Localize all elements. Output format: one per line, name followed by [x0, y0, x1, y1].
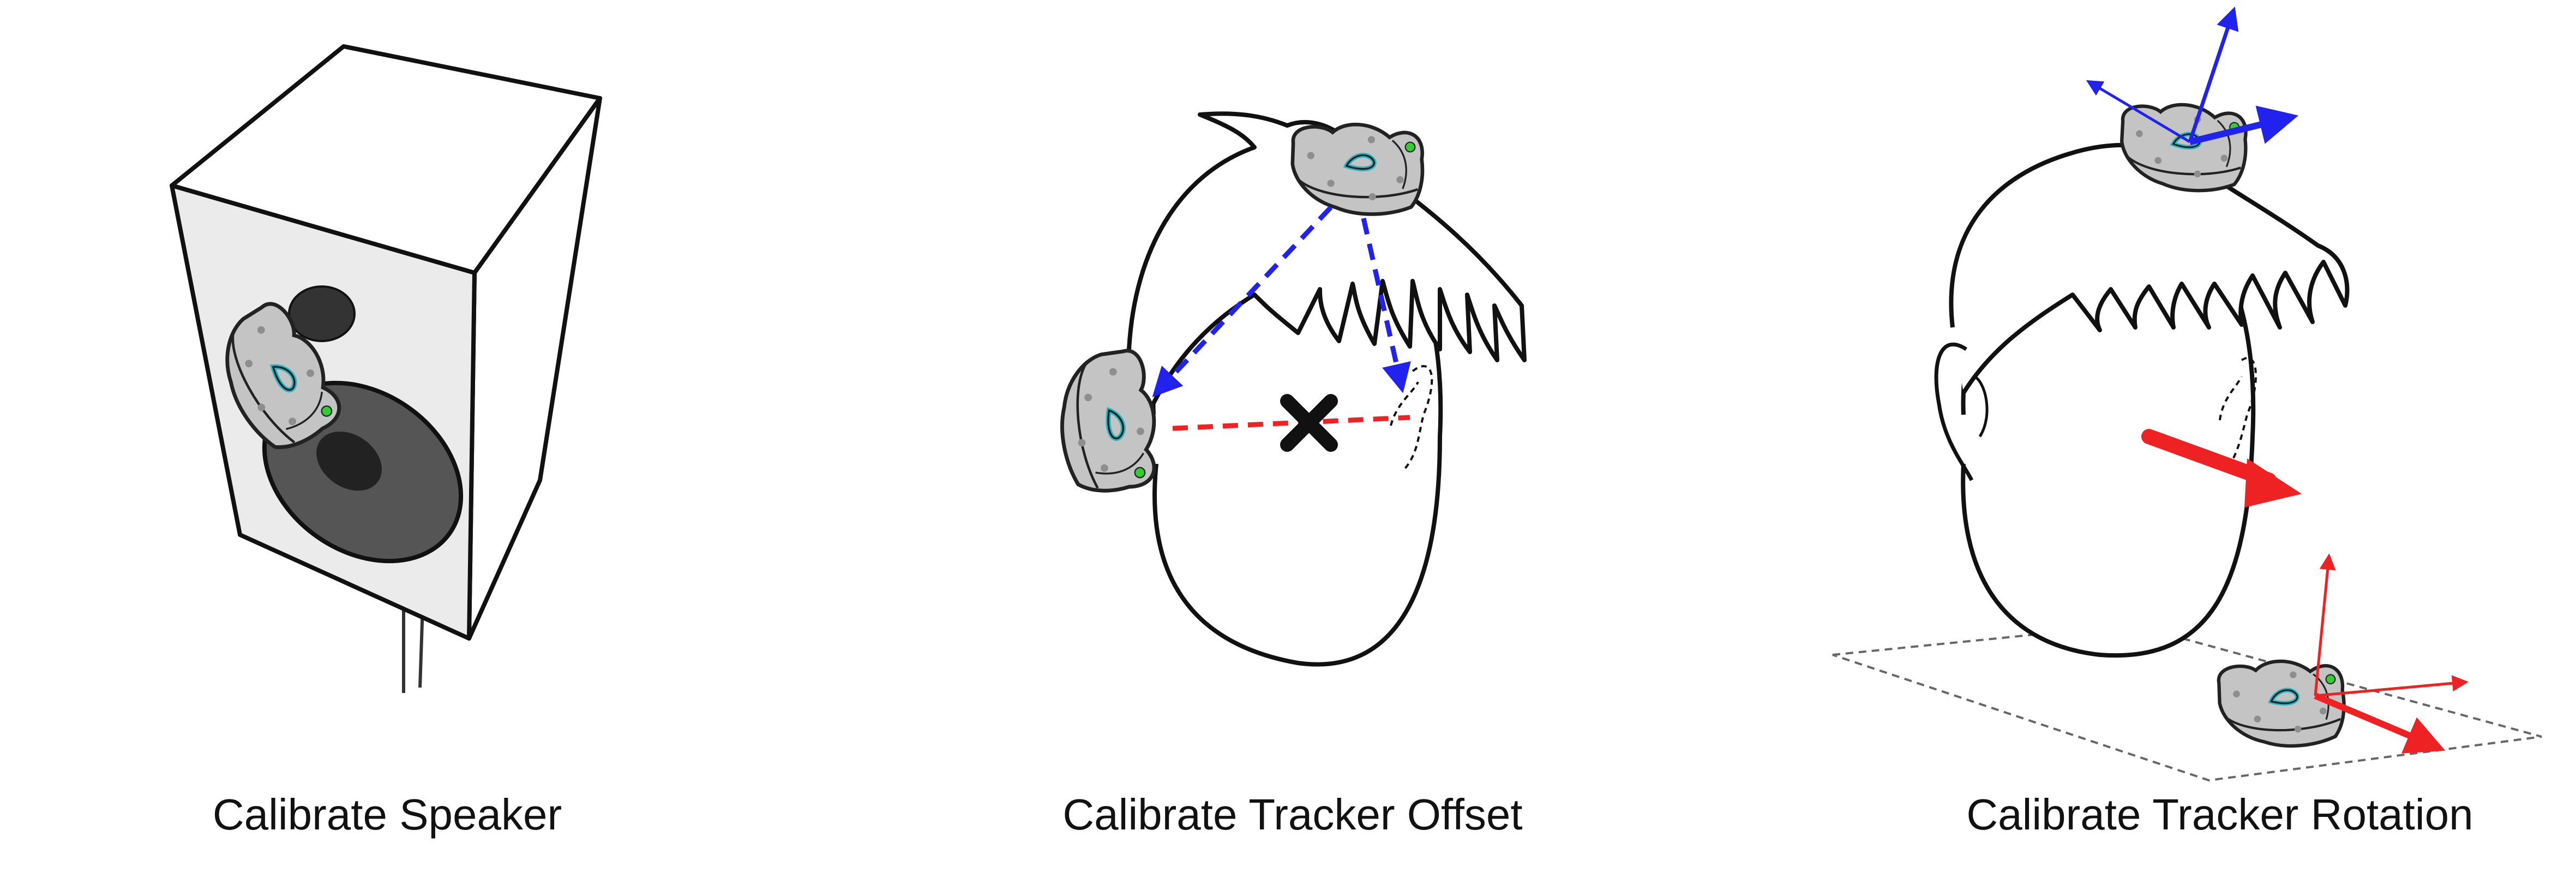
speaker-panel — [170, 44, 602, 693]
top-axis-arrows-icon — [2086, 7, 2298, 145]
floor-plane — [1832, 623, 2542, 782]
tracker-offset-panel — [1052, 111, 1527, 667]
offset-arrows — [1152, 205, 1411, 397]
caption-calibrate-speaker: Calibrate Speaker — [212, 790, 562, 839]
tracker-rotation-panel — [1832, 7, 2542, 782]
caption-calibrate-tracker-rotation: Calibrate Tracker Rotation — [1966, 790, 2473, 839]
head-direction-arrow — [2141, 429, 2302, 507]
error-line — [1172, 415, 1410, 431]
error-x-mark-icon — [1280, 394, 1338, 452]
caption-calibrate-tracker-offset: Calibrate Tracker Offset — [1062, 790, 1523, 839]
floor-axis-arrows-icon — [2314, 553, 2469, 754]
head-icon — [1934, 142, 2350, 658]
